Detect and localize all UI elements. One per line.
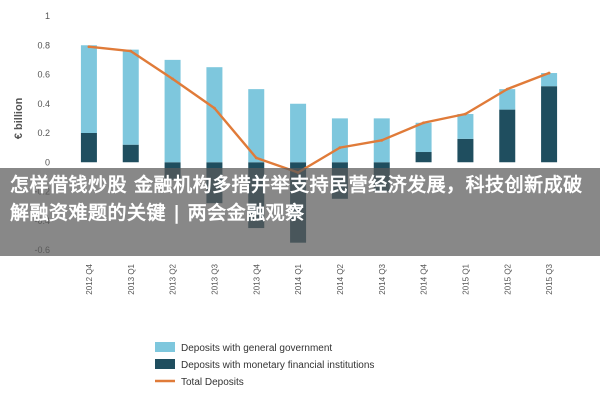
y-tick-label: 0 (45, 157, 50, 167)
bar-general-government (457, 113, 474, 139)
legend: Deposits with general government Deposits… (155, 342, 374, 388)
x-tick-label: 2014 Q2 (336, 263, 345, 294)
x-tick-label: 2015 Q3 (545, 263, 554, 294)
y-tick-label: 1 (45, 11, 50, 21)
bar-general-government (122, 49, 139, 145)
bar-general-government (290, 103, 307, 163)
x-tick-label: 2013 Q1 (127, 263, 136, 294)
legend-label: Deposits with general government (181, 343, 332, 354)
bar-monetary-institutions (122, 144, 139, 163)
y-tick-label: 0.2 (37, 128, 50, 138)
legend-label: Total Deposits (181, 377, 244, 388)
total-deposits-point (338, 146, 342, 150)
bar-monetary-institutions (415, 152, 432, 163)
total-deposits-point (129, 49, 133, 53)
bar-monetary-institutions (499, 109, 516, 163)
x-tick-label: 2013 Q4 (252, 263, 261, 294)
bar-monetary-institutions (541, 86, 558, 163)
total-deposits-line (88, 45, 550, 174)
x-tick-label: 2013 Q2 (169, 263, 178, 294)
y-tick-label: 0.4 (37, 99, 50, 109)
total-deposits-point (87, 45, 91, 49)
bar-monetary-institutions (80, 133, 97, 163)
total-deposits-point (213, 106, 216, 110)
x-tick-label: 2015 Q2 (503, 263, 512, 294)
legend-swatch (155, 359, 175, 369)
y-axis-title: € billion (13, 97, 25, 139)
bar-general-government (164, 59, 181, 163)
total-deposits-point (422, 121, 425, 125)
y-tick-label: 0.8 (37, 40, 50, 50)
bar-general-government (331, 118, 348, 163)
total-deposits-point (547, 71, 551, 75)
bar-general-government (415, 122, 432, 153)
x-tick-label: 2014 Q4 (420, 263, 429, 294)
bar-general-government (248, 89, 265, 163)
legend-label: Deposits with monetary financial institu… (181, 360, 374, 371)
bar-general-government (499, 89, 516, 110)
bar-general-government (541, 73, 558, 87)
total-deposits-point (171, 77, 174, 81)
x-tick-label: 2014 Q3 (378, 263, 387, 294)
x-tick-label: 2014 Q1 (294, 263, 303, 294)
total-line-group (87, 45, 551, 174)
y-axis-title-group: € billion (13, 97, 25, 139)
x-tick-label: 2015 Q1 (461, 263, 470, 294)
total-deposits-point (380, 138, 384, 142)
x-tick-labels: 2012 Q4 2013 Q1 2013 Q2 2013 Q3 2013 Q4 2014 … (85, 263, 554, 294)
bar-monetary-institutions (457, 138, 474, 163)
total-deposits-point (505, 87, 509, 91)
x-tick-label: 2012 Q4 (85, 263, 94, 294)
y-tick-label: 0.6 (37, 70, 50, 80)
bar-general-government (80, 45, 97, 133)
legend-swatch (155, 342, 175, 352)
bar-general-government (206, 67, 223, 163)
total-deposits-point (254, 156, 258, 160)
x-tick-label: 2013 Q3 (210, 263, 219, 294)
headline-overlay[interactable]: 怎样借钱炒股 金融机构多措并举支持民营经济发展，科技创新成破解融资难题的关键 |… (0, 168, 600, 256)
total-deposits-point (464, 112, 467, 116)
